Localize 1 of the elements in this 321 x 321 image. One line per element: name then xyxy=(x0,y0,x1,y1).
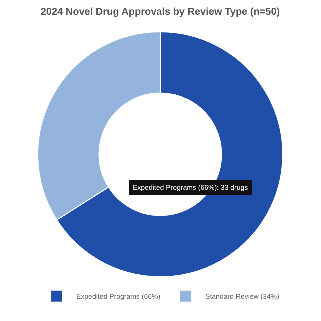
chart-title: 2024 Novel Drug Approvals by Review Type (n=50) xyxy=(40,7,280,18)
